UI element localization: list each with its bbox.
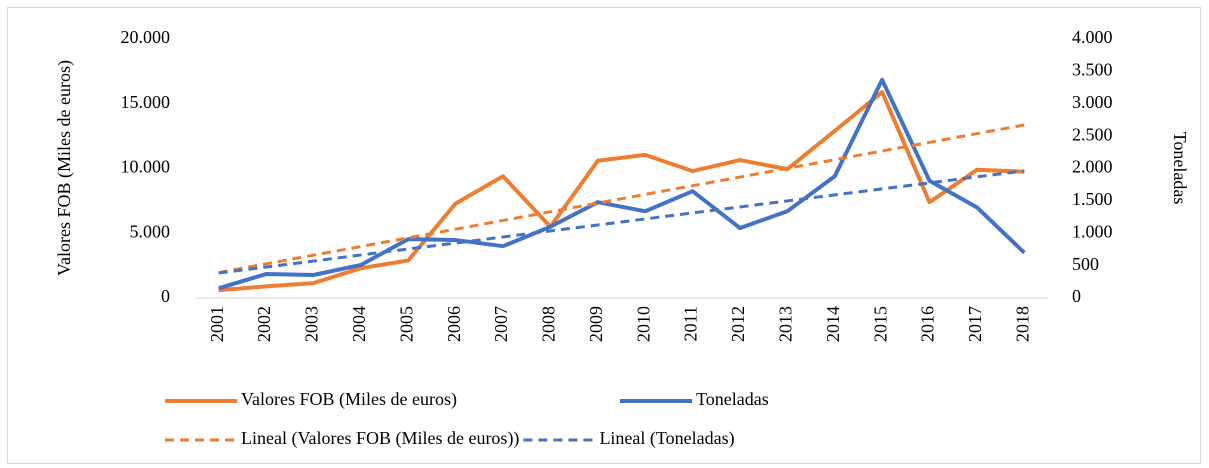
y2-tick-label: 3.500 — [1072, 60, 1113, 80]
y2-tick-label: 2.500 — [1072, 124, 1113, 144]
y2-axis-title: Toneladas — [1170, 132, 1190, 205]
chart-border — [7, 7, 1201, 464]
series-line — [218, 90, 1025, 293]
trend-line — [218, 169, 1025, 275]
x-tick-label: 2005 — [396, 306, 416, 342]
x-tick-label: 2016 — [918, 306, 938, 342]
x-tick-label: 2009 — [586, 306, 606, 342]
x-tick-label: 2006 — [444, 306, 464, 342]
y2-tick-label: 1.000 — [1072, 221, 1113, 241]
x-tick-label: 2002 — [254, 306, 274, 342]
y-tick-label: 20.000 — [121, 27, 171, 47]
x-tick-label: 2014 — [823, 306, 843, 342]
legend-label: Valores FOB (Miles de euros) — [241, 389, 457, 410]
legend-label: Lineal (Toneladas) — [599, 428, 734, 449]
y-tick-label: 0 — [161, 286, 170, 306]
y-tick-label: 10.000 — [121, 157, 171, 177]
y2-tick-label: 1.500 — [1072, 189, 1113, 209]
y2-tick-label: 2.000 — [1072, 157, 1113, 177]
y2-tick-label: 4.000 — [1072, 27, 1113, 47]
x-tick-label: 2018 — [1012, 306, 1032, 342]
y-tick-label: 15.000 — [121, 92, 171, 112]
x-tick-label: 2011 — [681, 306, 701, 341]
y2-tick-label: 500 — [1072, 254, 1099, 274]
x-tick-label: 2010 — [633, 306, 653, 342]
x-tick-label: 2004 — [349, 306, 369, 342]
legend-label: Toneladas — [696, 389, 769, 409]
x-tick-label: 2007 — [491, 306, 511, 342]
x-tick-label: 2001 — [207, 306, 227, 342]
trend-line — [218, 123, 1025, 275]
x-tick-label: 2008 — [539, 306, 559, 342]
x-tick-label: 2015 — [870, 306, 890, 342]
x-tick-label: 2003 — [302, 306, 322, 342]
x-tick-label: 2013 — [775, 306, 795, 342]
y2-tick-label: 0 — [1072, 286, 1081, 306]
legend-label: Lineal (Valores FOB (Miles de euros)) — [241, 428, 519, 449]
x-tick-label: 2012 — [728, 306, 748, 342]
y2-tick-label: 3.000 — [1072, 92, 1113, 112]
series-line — [218, 77, 1026, 291]
y-axis-title: Valores FOB (Miles de euros) — [54, 60, 75, 276]
y-tick-label: 5.000 — [130, 221, 171, 241]
x-tick-label: 2017 — [965, 306, 985, 342]
